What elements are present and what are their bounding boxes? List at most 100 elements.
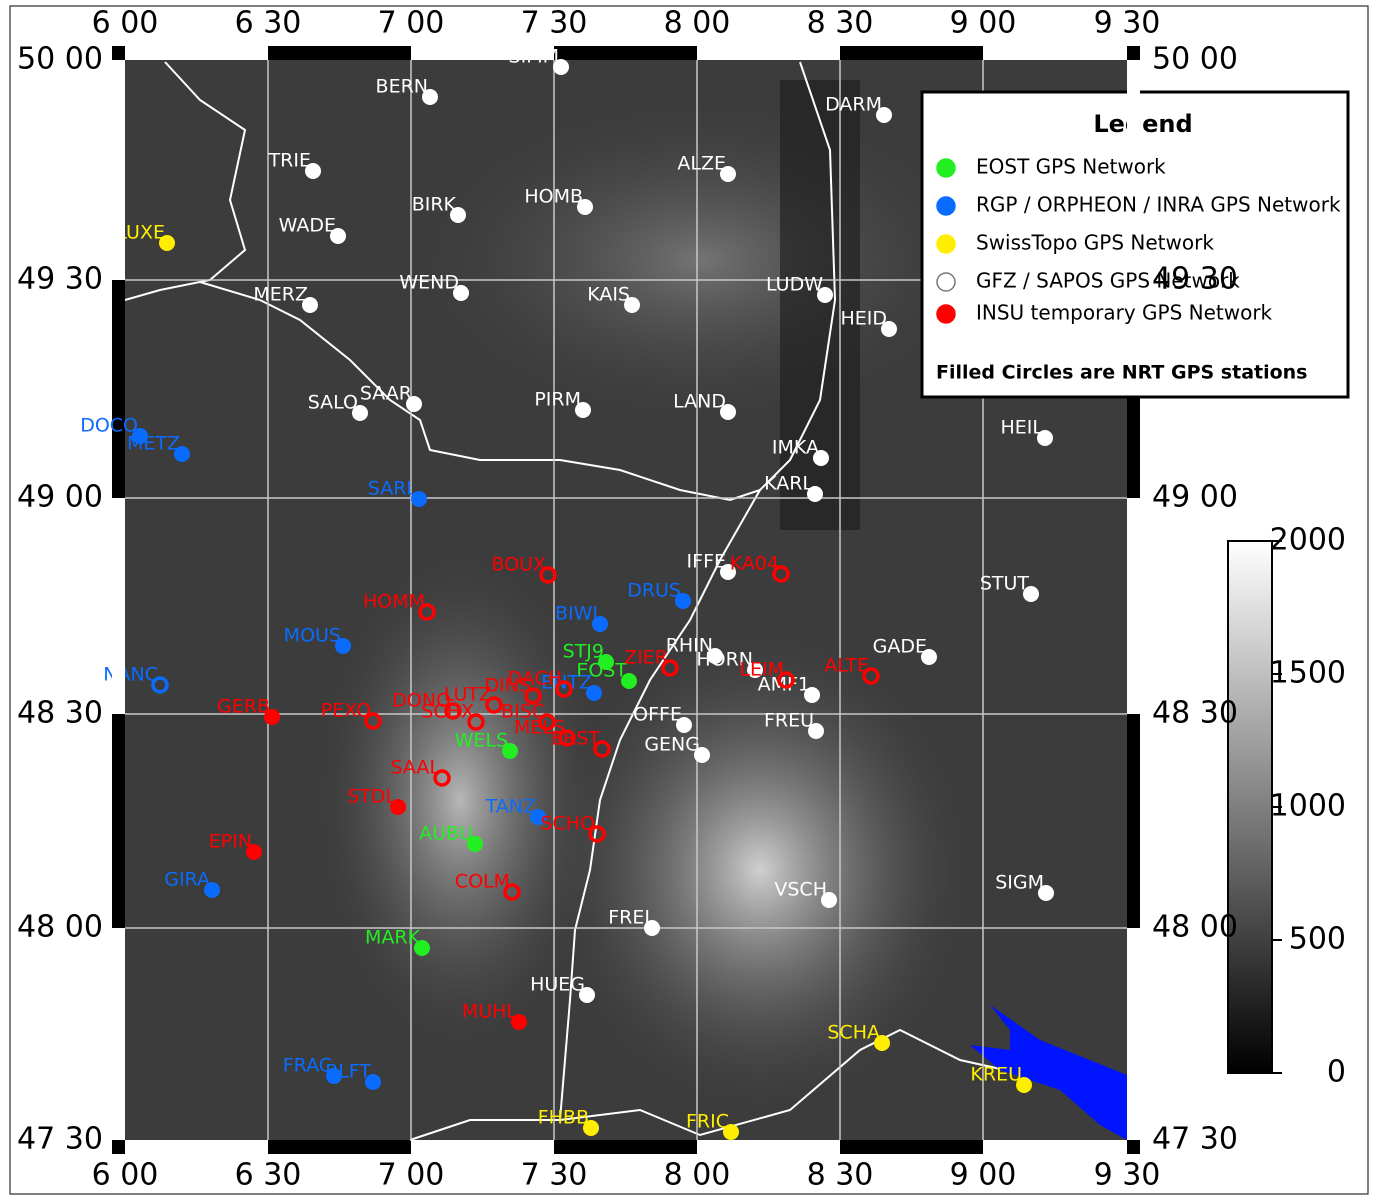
station-marker [1037, 430, 1053, 446]
station-label: DRUS [627, 580, 681, 602]
station-marker [159, 235, 175, 251]
station-label: WELS [455, 730, 508, 752]
lon-label: 9 00 [950, 1158, 1017, 1193]
colorbar-tick-label: 0 [1327, 1055, 1346, 1090]
station-label: SALO [308, 392, 358, 414]
station-label: HUEG [530, 974, 585, 996]
station-label: DOCO [80, 415, 138, 437]
station-marker [579, 987, 595, 1003]
outer-frame [9, 5, 1369, 1195]
legend-label: RGP / ORPHEON / INRA GPS Network [976, 193, 1341, 217]
station-label: SAAR [360, 383, 412, 405]
station-label: LUXE [116, 222, 165, 244]
station-label: RHIN [666, 635, 713, 657]
legend-marker [936, 158, 956, 178]
station-marker [539, 566, 557, 584]
station-marker [485, 696, 503, 714]
legend-label: INSU temporary GPS Network [976, 301, 1273, 325]
station-marker [364, 712, 382, 730]
station-marker [588, 825, 606, 843]
station-marker [772, 565, 790, 583]
lon-label: 6 00 [92, 1158, 159, 1193]
station-marker [577, 199, 593, 215]
station-label: STUT [980, 573, 1030, 595]
station-label: GERB [217, 696, 270, 718]
station-marker [592, 616, 608, 632]
station-marker [511, 1014, 527, 1030]
station-marker [414, 940, 430, 956]
station-marker [813, 450, 829, 466]
station-marker [444, 702, 462, 720]
station-marker [503, 883, 521, 901]
station-marker [921, 649, 937, 665]
lon-label: 8 30 [807, 6, 874, 41]
border-band [1127, 928, 1140, 1140]
border-band [125, 46, 268, 60]
station-marker [422, 89, 438, 105]
station-label: TRIE [268, 150, 311, 172]
station-marker [586, 685, 602, 701]
station-marker [675, 593, 691, 609]
lat-label: 48 00 [17, 910, 103, 945]
station-label: BIWI [555, 603, 598, 625]
station-label: STDL [347, 786, 396, 808]
station-label: PEXO [321, 700, 371, 722]
station-marker [720, 166, 736, 182]
station-label: DACH [507, 668, 562, 690]
station-label: SIGM [995, 872, 1044, 894]
legend-title: Legend [1093, 110, 1192, 138]
border-band [697, 1140, 840, 1154]
station-label: LUTZ [444, 684, 492, 706]
lon-label: 6 30 [235, 6, 302, 41]
border-band [983, 46, 1127, 60]
legend-marker [936, 304, 956, 324]
border-band [411, 1140, 554, 1154]
station-label: AUBU [419, 823, 473, 845]
station-label: DARM [825, 94, 882, 116]
station-label: SCHO [540, 813, 595, 835]
station-label: PIRM [534, 389, 581, 411]
station-label: GADE [873, 636, 927, 658]
station-label: LUDW [766, 274, 823, 296]
station-label: KREU [970, 1064, 1022, 1086]
station-label: SARL [368, 478, 418, 500]
station-marker [624, 297, 640, 313]
station-marker [661, 659, 679, 677]
station-label: WADE [279, 215, 336, 237]
station-label: FREI [608, 907, 650, 929]
station-label: HEID [840, 308, 887, 330]
station-marker [411, 491, 427, 507]
station-marker [1038, 885, 1054, 901]
lon-label: 7 00 [378, 1158, 445, 1193]
legend-label: GFZ / SAPOS GPS Network [976, 269, 1240, 293]
legend-marker [936, 234, 956, 254]
station-label: COLM [455, 871, 510, 893]
lon-label: 9 30 [1094, 6, 1161, 41]
station-label: NANC [103, 664, 158, 686]
station-marker [365, 1074, 381, 1090]
station-label: DINS [484, 675, 531, 697]
station-marker [644, 920, 660, 936]
lon-label: 8 00 [664, 1158, 731, 1193]
station-label: KA04 [730, 553, 779, 575]
lat-label: 49 00 [17, 480, 103, 515]
lon-label: 8 00 [664, 6, 731, 41]
border-band [112, 60, 125, 280]
station-marker [132, 428, 148, 444]
station-label: EPIN [209, 831, 252, 853]
station-marker [538, 713, 556, 731]
station-label: VSCH [774, 879, 827, 901]
station-label: MELS [514, 717, 565, 739]
station-marker [777, 671, 795, 689]
pfalz-relief [400, 90, 1000, 430]
lat-label: 47 30 [1152, 1122, 1238, 1157]
station-label: BIRK [412, 194, 457, 216]
lon-label: 8 30 [807, 1158, 874, 1193]
border-band [1127, 60, 1140, 280]
station-marker [817, 287, 833, 303]
station-marker [593, 740, 611, 758]
station-label: BISC [501, 701, 545, 723]
lake-constance [970, 1005, 1127, 1140]
station-marker [406, 396, 422, 412]
